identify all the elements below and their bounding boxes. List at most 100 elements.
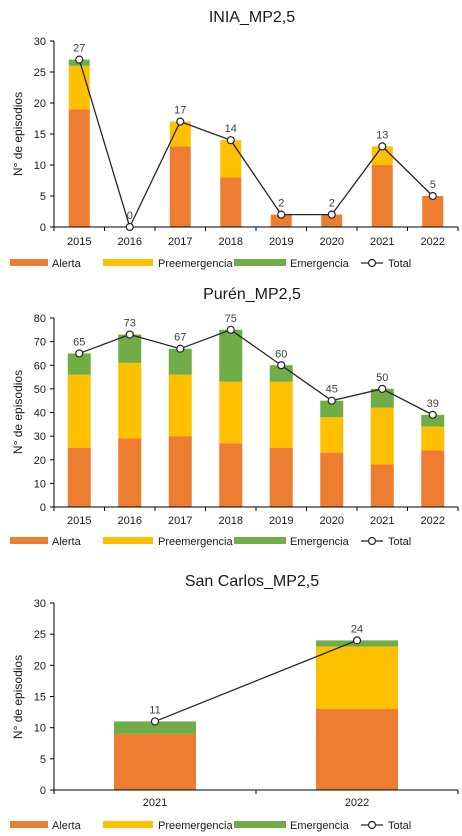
total-data-label: 2 — [278, 198, 284, 210]
legend-swatch-alerta — [10, 537, 48, 544]
total-data-label: 73 — [124, 318, 136, 330]
bar-preemergencia-2018 — [219, 381, 243, 444]
total-data-label: 67 — [174, 332, 186, 344]
y-tick-label: 30 — [34, 431, 46, 443]
bar-alerta-2015 — [68, 109, 90, 227]
total-point-2015 — [75, 349, 84, 358]
bar-emergencia-2021 — [370, 388, 394, 408]
x-tick-label: 2020 — [320, 236, 344, 248]
y-tick-label: 25 — [34, 67, 46, 79]
legend-swatch-preemergencia — [103, 259, 153, 266]
bar-emergencia-2021 — [114, 721, 196, 734]
bar-emergencia-2022 — [421, 414, 445, 427]
y-tick-label: 40 — [34, 408, 46, 420]
total-data-label: 60 — [275, 348, 287, 360]
y-tick-label: 0 — [40, 785, 46, 797]
total-point-2019 — [277, 361, 286, 370]
y-tick-label: 25 — [34, 629, 46, 641]
bar-alerta-2017 — [168, 436, 192, 507]
y-tick-label: 30 — [34, 36, 46, 48]
bar-emergencia-2018 — [219, 329, 243, 382]
total-data-label: 13 — [376, 129, 388, 141]
total-point-2017 — [176, 344, 185, 353]
x-tick-label: 2017 — [168, 515, 192, 527]
total-data-label: 5 — [430, 179, 436, 191]
bar-preemergencia-2020 — [320, 417, 344, 453]
bar-alerta-2019 — [269, 447, 293, 507]
legend-label-total: Total — [388, 536, 411, 548]
total-data-label: 11 — [149, 704, 160, 716]
bar-emergencia-2015 — [67, 353, 91, 375]
bar-alerta-2020 — [320, 452, 344, 507]
x-tick-label: 2016 — [118, 515, 142, 527]
total-point-2022 — [352, 636, 362, 645]
y-tick-label: 0 — [40, 502, 46, 514]
bar-alerta-2022 — [316, 708, 398, 790]
bar-preemergencia-2017 — [168, 374, 192, 437]
total-point-2019 — [277, 210, 286, 219]
x-tick-label: 2019 — [269, 515, 293, 527]
bar-alerta-2015 — [67, 447, 91, 507]
legend: Alerta Preemergencia Emergencia Total — [10, 258, 411, 270]
y-tick-label: 20 — [34, 660, 46, 672]
y-tick-label: 15 — [34, 692, 46, 704]
bar-emergencia-2017 — [168, 348, 192, 375]
total-data-label: 14 — [225, 123, 237, 135]
total-data-label: 27 — [73, 43, 85, 55]
y-tick-label: 50 — [34, 384, 46, 396]
y-tick-label: 30 — [34, 598, 46, 610]
total-point-2020 — [327, 396, 336, 405]
x-tick-label: 2021 — [143, 797, 167, 809]
x-tick-label: 2015 — [67, 515, 91, 527]
total-data-label: 65 — [73, 336, 85, 348]
legend: Alerta Preemergencia Emergencia Total — [10, 820, 411, 832]
y-tick-label: 70 — [34, 337, 46, 349]
total-data-label: 39 — [427, 398, 439, 410]
legend-swatch-alerta — [10, 821, 48, 828]
y-axis-label: N° de episodios — [11, 92, 25, 176]
total-point-2018 — [226, 136, 235, 145]
total-point-2018 — [226, 325, 235, 334]
x-tick-label: 2022 — [345, 797, 369, 809]
legend-label-preemergencia: Preemergencia — [158, 258, 233, 270]
y-tick-label: 10 — [34, 160, 46, 172]
x-tick-label: 2018 — [219, 515, 243, 527]
total-point-2022 — [428, 191, 437, 201]
bar-preemergencia-2015 — [67, 374, 91, 448]
legend-label-alerta: Alerta — [52, 258, 82, 270]
legend-label-alerta: Alerta — [52, 820, 82, 832]
total-point-2016 — [125, 222, 134, 232]
bar-alerta-2021 — [370, 464, 394, 507]
total-data-label: 75 — [225, 313, 237, 325]
chart-title: Purén_MP2,5 — [203, 286, 301, 303]
bar-alerta-2018 — [219, 443, 243, 507]
bar-alerta-2020 — [321, 214, 343, 227]
y-axis-label: N° de episodios — [11, 370, 25, 454]
x-tick-label: 2022 — [421, 515, 445, 527]
chart-3: San Carlos_MP2,5N° de episodios051015202… — [10, 573, 459, 832]
total-data-label: 0 — [127, 210, 133, 222]
bar-alerta-2016 — [118, 438, 142, 507]
bar-alerta-2021 — [371, 165, 393, 227]
x-tick-label: 2021 — [370, 515, 394, 527]
y-tick-label: 0 — [40, 222, 46, 234]
y-tick-label: 15 — [34, 129, 46, 141]
bar-preemergencia-2018 — [220, 140, 242, 178]
total-line — [79, 329, 434, 416]
x-tick-label: 2015 — [67, 236, 91, 248]
total-point-2021 — [150, 717, 160, 726]
total-point-2021 — [378, 142, 387, 151]
y-tick-label: 10 — [34, 478, 46, 490]
legend-label-total: Total — [388, 258, 411, 270]
bar-alerta-2022 — [422, 196, 444, 227]
legend-label-emergencia: Emergencia — [290, 536, 350, 548]
total-point-2020 — [327, 210, 336, 219]
legend-label-total: Total — [388, 820, 411, 832]
bar-alerta-2018 — [220, 177, 242, 227]
x-tick-label: 2018 — [219, 236, 243, 248]
x-tick-label: 2021 — [370, 236, 394, 248]
x-tick-label: 2022 — [421, 236, 445, 248]
total-point-2022 — [428, 410, 437, 419]
